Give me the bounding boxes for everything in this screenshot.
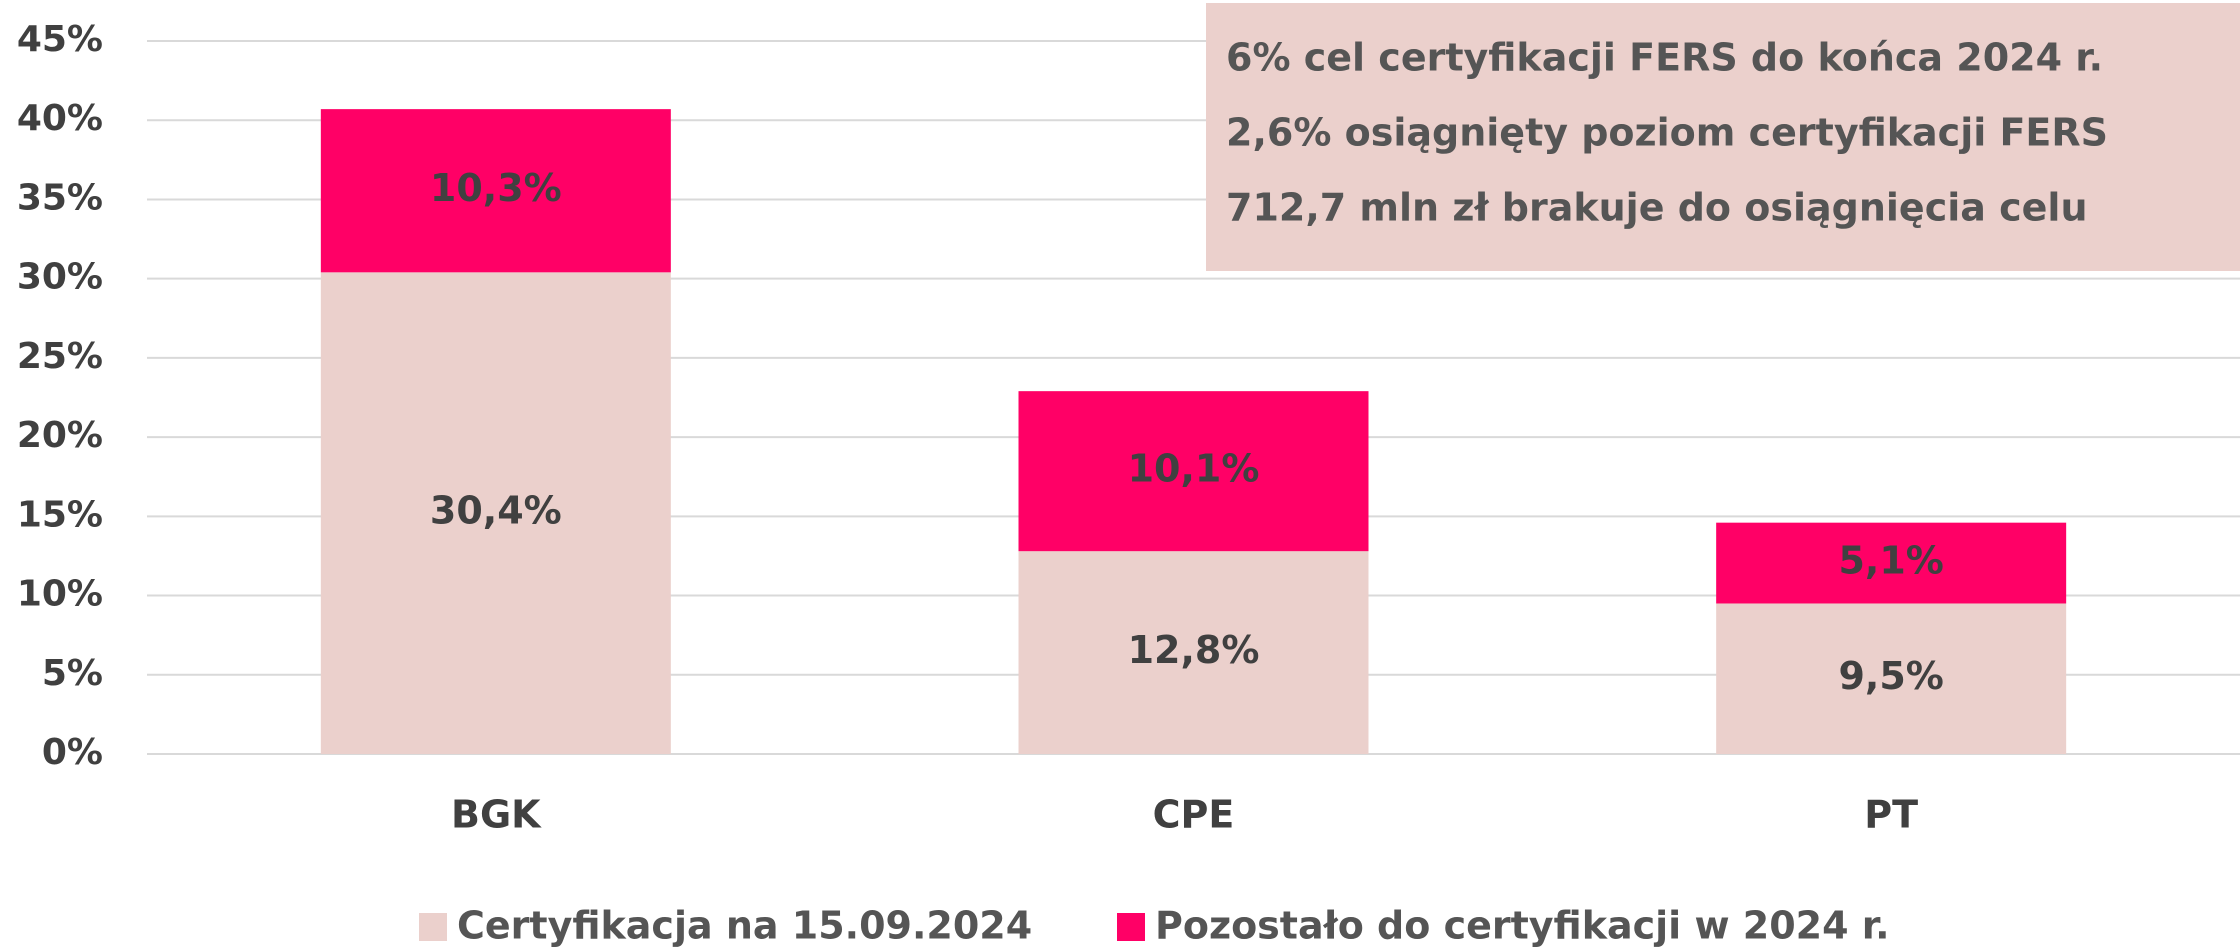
bar-segment	[320, 272, 671, 754]
y-tick-label: 15%	[17, 494, 103, 535]
y-tick-label: 10%	[17, 574, 103, 615]
bar-segment	[1716, 522, 2067, 604]
y-tick-label: 45%	[17, 19, 103, 60]
legend-swatch	[1117, 913, 1145, 941]
x-tick-label: BGK	[451, 793, 542, 837]
y-tick-label: 0%	[42, 732, 103, 773]
data-label: 5,1%	[1838, 539, 1943, 583]
annotation-box	[1206, 3, 2240, 271]
bar-segment	[1018, 551, 1369, 754]
annotation: 712,7 mln zł brakuje do osiągnięcia celu	[1226, 186, 2088, 230]
legend-label: Certyfikacja na 15.09.2024	[457, 904, 1032, 948]
data-label: 30,4%	[430, 489, 562, 533]
data-label: 12,8%	[1128, 628, 1260, 672]
x-tick-label: CPE	[1153, 793, 1235, 837]
annotation: 6% cel certyfikacji FERS do końca 2024 r…	[1226, 36, 2103, 80]
y-tick-label: 5%	[42, 653, 103, 694]
data-label: 9,5%	[1838, 654, 1943, 698]
bar-segment	[1716, 603, 2067, 754]
data-label: 10,1%	[1128, 447, 1260, 491]
y-tick-label: 25%	[17, 336, 103, 377]
legend-swatch	[419, 913, 447, 941]
data-label: 10,3%	[430, 166, 562, 210]
bar-segment	[320, 109, 671, 273]
bar-segment	[1018, 391, 1369, 552]
x-tick-label: PT	[1864, 793, 1918, 837]
y-tick-label: 40%	[17, 98, 103, 139]
y-tick-label: 20%	[17, 415, 103, 456]
y-tick-label: 30%	[17, 257, 103, 298]
annotation: 2,6% osiągnięty poziom certyfikacji FERS	[1226, 111, 2108, 155]
legend-label: Pozostało do certyfikacji w 2024 r.	[1155, 904, 1890, 948]
y-tick-label: 35%	[17, 177, 103, 218]
